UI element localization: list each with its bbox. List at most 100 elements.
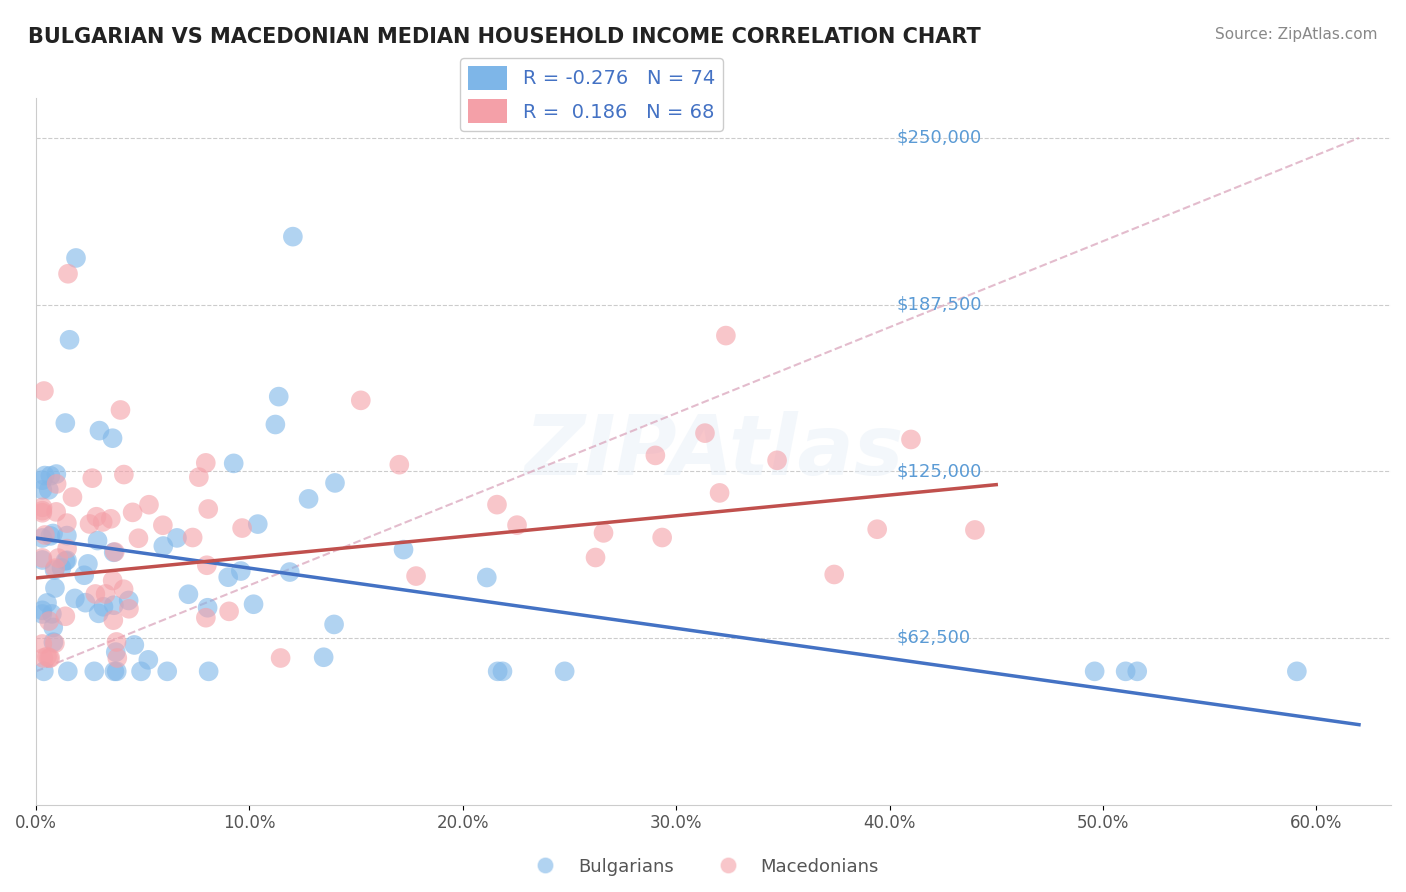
Macedonians: [35, 649, 58, 664]
Bulgarians: [39, 468, 62, 483]
Bulgarians: [63, 591, 86, 606]
Macedonians: [31, 506, 53, 520]
Bulgarians: [53, 416, 76, 430]
Bulgarians: [35, 596, 58, 610]
Bulgarians: [229, 564, 252, 578]
Bulgarians: [41, 607, 63, 621]
Bulgarians: [105, 665, 128, 679]
Macedonians: [900, 433, 922, 447]
Bulgarians: [392, 542, 415, 557]
Bulgarians: [32, 665, 55, 679]
Bulgarians: [93, 599, 115, 614]
Macedonians: [39, 651, 62, 665]
Macedonians: [38, 651, 60, 665]
Bulgarians: [31, 603, 53, 617]
Macedonians: [100, 512, 122, 526]
Macedonians: [46, 551, 69, 566]
Bulgarians: [197, 665, 219, 679]
Macedonians: [405, 569, 427, 583]
Macedonians: [86, 509, 108, 524]
Macedonians: [84, 587, 107, 601]
Bulgarians: [31, 531, 53, 545]
Bulgarians: [77, 557, 100, 571]
Macedonians: [181, 531, 204, 545]
Bulgarians: [197, 600, 219, 615]
Bulgarians: [267, 390, 290, 404]
Bulgarians: [217, 570, 239, 584]
Macedonians: [44, 561, 66, 575]
Bulgarians: [152, 539, 174, 553]
Bulgarians: [39, 529, 62, 543]
Bulgarians: [31, 553, 53, 567]
Macedonians: [218, 604, 240, 618]
Text: $125,000: $125,000: [897, 462, 981, 480]
Bulgarians: [242, 597, 264, 611]
Macedonians: [91, 515, 114, 529]
Bulgarians: [56, 528, 79, 542]
Macedonians: [231, 521, 253, 535]
Bulgarians: [51, 561, 73, 575]
Macedonians: [823, 567, 845, 582]
Macedonians: [31, 500, 53, 515]
Macedonians: [45, 505, 67, 519]
Macedonians: [101, 574, 124, 588]
Bulgarians: [56, 553, 79, 567]
Macedonians: [766, 453, 789, 467]
Bulgarians: [45, 467, 67, 481]
Bulgarians: [42, 526, 65, 541]
Bulgarians: [491, 665, 513, 679]
Macedonians: [31, 550, 53, 565]
Bulgarians: [38, 483, 60, 497]
Bulgarians: [31, 473, 53, 487]
Macedonians: [112, 582, 135, 597]
Text: $187,500: $187,500: [897, 295, 981, 314]
Macedonians: [187, 470, 209, 484]
Bulgarians: [323, 617, 346, 632]
Bulgarians: [1126, 665, 1149, 679]
Bulgarians: [222, 456, 245, 470]
Bulgarians: [129, 665, 152, 679]
Macedonians: [714, 328, 737, 343]
Macedonians: [31, 637, 53, 651]
Macedonians: [38, 614, 60, 628]
Bulgarians: [486, 665, 509, 679]
Macedonians: [194, 610, 217, 624]
Macedonians: [56, 267, 79, 281]
Macedonians: [195, 558, 218, 573]
Bulgarians: [156, 665, 179, 679]
Macedonians: [866, 522, 889, 536]
Bulgarians: [323, 475, 346, 490]
Text: Source: ZipAtlas.com: Source: ZipAtlas.com: [1215, 27, 1378, 42]
Macedonians: [651, 531, 673, 545]
Macedonians: [350, 393, 373, 408]
Bulgarians: [264, 417, 287, 432]
Macedonians: [44, 636, 66, 650]
Bulgarians: [124, 638, 146, 652]
Bulgarians: [1115, 665, 1137, 679]
Bulgarians: [44, 581, 66, 595]
Macedonians: [62, 490, 84, 504]
Bulgarians: [55, 554, 77, 568]
Bulgarians: [87, 607, 110, 621]
Macedonians: [388, 458, 411, 472]
Macedonians: [693, 426, 716, 441]
Legend: Bulgarians, Macedonians: Bulgarians, Macedonians: [520, 851, 886, 883]
Bulgarians: [58, 333, 80, 347]
Bulgarians: [136, 653, 159, 667]
Bulgarians: [101, 431, 124, 445]
Bulgarians: [103, 665, 125, 679]
Bulgarians: [104, 645, 127, 659]
Bulgarians: [103, 598, 125, 612]
Macedonians: [53, 609, 76, 624]
Macedonians: [32, 384, 55, 398]
Bulgarians: [166, 531, 188, 545]
Macedonians: [94, 587, 117, 601]
Macedonians: [485, 498, 508, 512]
Macedonians: [34, 528, 56, 542]
Bulgarians: [31, 483, 53, 497]
Bulgarians: [246, 517, 269, 532]
Macedonians: [45, 476, 67, 491]
Macedonians: [110, 403, 132, 417]
Macedonians: [118, 601, 141, 615]
Macedonians: [79, 516, 101, 531]
